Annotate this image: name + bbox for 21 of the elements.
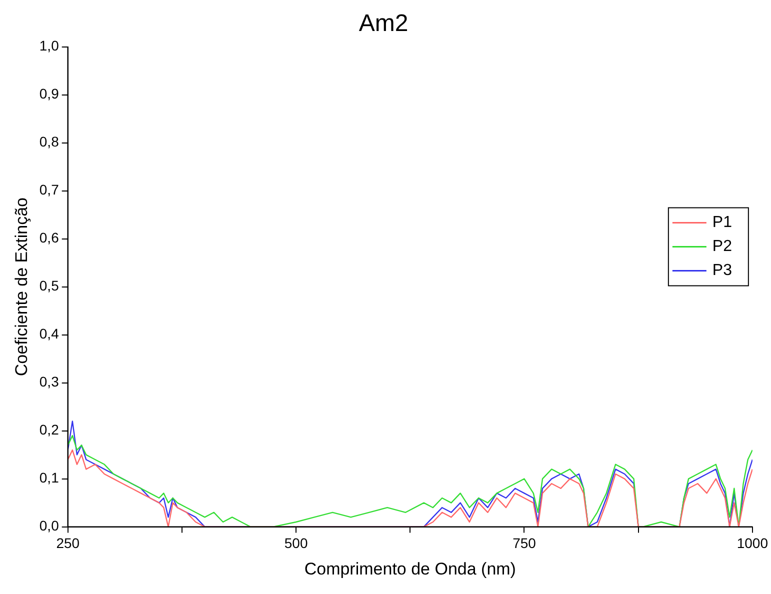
y-tick-label: 0,5 — [39, 278, 60, 294]
x-tick-label: 500 — [284, 535, 308, 552]
x-tick-label: 1000 — [736, 535, 768, 552]
y-tick-label: 0,9 — [39, 86, 60, 102]
x-tick-label: 750 — [512, 535, 536, 552]
x-axis-title: Comprimento de Onda (nm) — [304, 559, 516, 578]
y-tick-label: 0,4 — [39, 326, 60, 342]
y-tick-label: 0,0 — [39, 518, 60, 534]
y-tick-label: 0,3 — [39, 374, 60, 390]
y-tick-label: 0,2 — [39, 422, 60, 438]
legend-label: P2 — [712, 238, 732, 256]
y-tick-label: 0,8 — [39, 134, 60, 150]
legend-label: P1 — [712, 214, 732, 232]
legend-label: P3 — [712, 262, 732, 280]
y-axis-title: Coeficiente de Extinção — [12, 197, 31, 376]
x-tick-label: 250 — [56, 535, 80, 552]
y-tick-label: 0,7 — [39, 182, 60, 198]
y-tick-label: 0,6 — [39, 230, 60, 246]
chart-title: Am2 — [358, 10, 408, 38]
y-tick-label: 0,1 — [39, 470, 60, 486]
y-tick-label: 1,0 — [39, 38, 60, 54]
